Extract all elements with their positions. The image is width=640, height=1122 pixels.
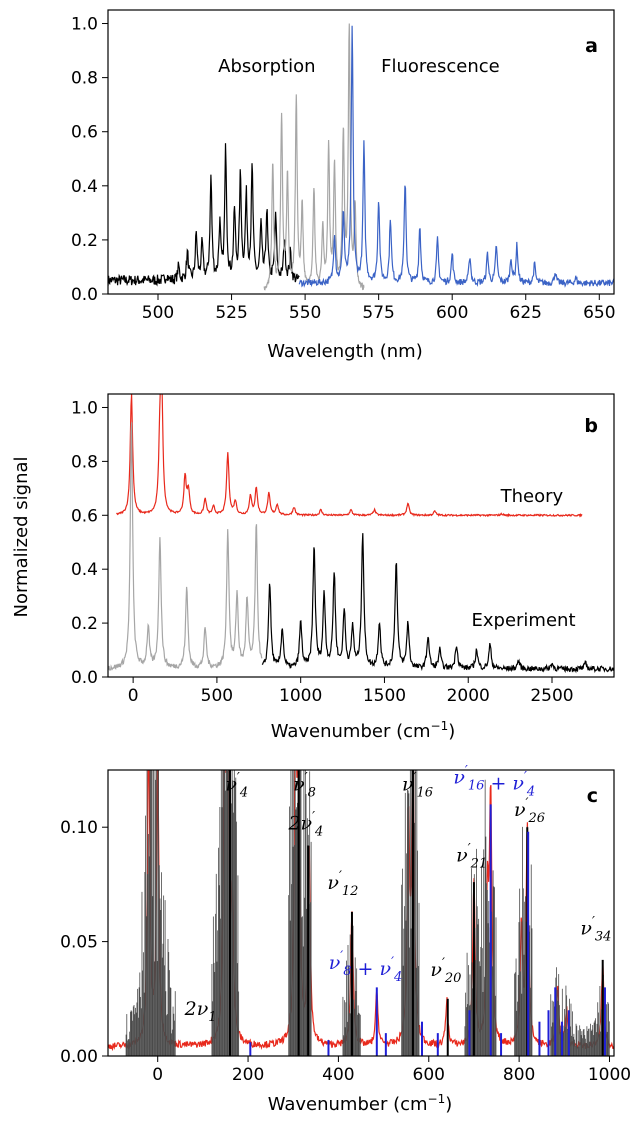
y-tick-label: 1.0 xyxy=(71,398,98,418)
panel-c-x-axis-label: Wavenumber (cm−1) xyxy=(268,1092,453,1115)
x-tick-label: 200 xyxy=(232,1065,264,1085)
panel-b-plot-area xyxy=(108,394,614,674)
fluorescence-annotation: Fluorescence xyxy=(381,56,500,77)
theory-annotation: Theory xyxy=(500,486,564,507)
panel-b-label: b xyxy=(584,415,598,437)
series-line-0 xyxy=(116,394,583,518)
y-tick-label: 0.4 xyxy=(71,560,98,580)
x-tick-label: 800 xyxy=(503,1065,535,1085)
panel-a-plot-area xyxy=(108,23,614,291)
mode-label: ν′16 + ν′4 xyxy=(453,764,535,800)
x-tick-label: 525 xyxy=(215,303,247,323)
x-tick-label: 1000 xyxy=(588,1065,631,1085)
x-tick-label: 575 xyxy=(362,303,394,323)
x-tick-label: 1500 xyxy=(363,686,406,706)
panel-a-axes-frame xyxy=(107,9,615,295)
mode-label: ν′21 xyxy=(456,842,487,872)
y-tick-label: 0.8 xyxy=(71,452,98,472)
y-tick-label: 0.4 xyxy=(71,177,98,197)
mode-label: ν′26 xyxy=(514,796,545,826)
y-tick-label: 0.0 xyxy=(71,285,98,305)
series-line-1 xyxy=(263,23,365,291)
series-line-1 xyxy=(108,422,263,671)
mode-label: 2ν1 xyxy=(184,998,217,1025)
y-tick-label: 1.0 xyxy=(71,15,98,35)
absorption-annotation: Absorption xyxy=(218,56,315,77)
series-line-2 xyxy=(298,25,614,288)
x-tick-label: 650 xyxy=(583,303,615,323)
panel-b-axes-frame xyxy=(107,393,615,678)
panel-c-zoomed-spectrum-chart: c Wavenumber (cm−1) 0 200 400 600 800 1000 0.0… xyxy=(60,764,631,1115)
x-tick-label: 600 xyxy=(413,1065,445,1085)
panel-b-x-axis-label: Wavenumber (cm−1) xyxy=(271,719,456,742)
series-line-2 xyxy=(261,533,614,674)
shared-y-axis-label: Normalized signal xyxy=(11,456,32,617)
panel-a-x-axis-label: Wavelength (nm) xyxy=(267,341,423,362)
y-tick-label: 0.00 xyxy=(60,1047,98,1067)
y-tick-label: 0.8 xyxy=(71,69,98,89)
panel-c-label: c xyxy=(587,785,598,807)
panel-a-label: a xyxy=(585,35,598,57)
x-tick-label: 500 xyxy=(142,303,174,323)
experiment-annotation: Experiment xyxy=(472,610,576,631)
mode-label: ν′8 xyxy=(293,771,316,801)
x-tick-label: 1000 xyxy=(279,686,322,706)
panel-c-axes-frame xyxy=(107,769,615,1057)
y-tick-label: 0.2 xyxy=(71,614,98,634)
mode-label: ν′4 xyxy=(225,771,248,801)
x-tick-label: 400 xyxy=(322,1065,354,1085)
x-tick-label: 2500 xyxy=(530,686,573,706)
panel-b-theory-experiment-chart: b Theory Experiment Wavenumber (cm−1) 0 5… xyxy=(71,393,615,742)
y-tick-label: 0.6 xyxy=(71,506,98,526)
mode-label: ν′34 xyxy=(580,915,611,945)
y-tick-label: 0.10 xyxy=(60,818,98,838)
y-tick-label: 0.6 xyxy=(71,123,98,143)
series-line-0 xyxy=(108,143,300,287)
panel-c-plot-area xyxy=(108,770,614,1056)
y-tick-label: 0.2 xyxy=(71,231,98,251)
y-tick-label: 0.0 xyxy=(71,668,98,688)
x-tick-label: 600 xyxy=(436,303,468,323)
mode-label: ν′16 xyxy=(402,771,433,801)
x-tick-label: 0 xyxy=(152,1065,163,1085)
x-tick-label: 0 xyxy=(128,686,139,706)
mode-label: ν′20 xyxy=(430,956,461,986)
x-tick-label: 550 xyxy=(289,303,321,323)
x-tick-label: 625 xyxy=(510,303,542,323)
x-tick-label: 2000 xyxy=(447,686,490,706)
panel-a-absorption-fluorescence-chart: a Absorption Fluorescence Wavelength (nm… xyxy=(71,9,616,362)
x-tick-label: 500 xyxy=(201,686,233,706)
mode-label: ν′8 + ν′4 xyxy=(329,949,403,985)
y-tick-label: 0.05 xyxy=(60,933,98,953)
mode-label: ν′12 xyxy=(327,869,358,899)
mode-label: 2ν′4 xyxy=(287,809,323,839)
